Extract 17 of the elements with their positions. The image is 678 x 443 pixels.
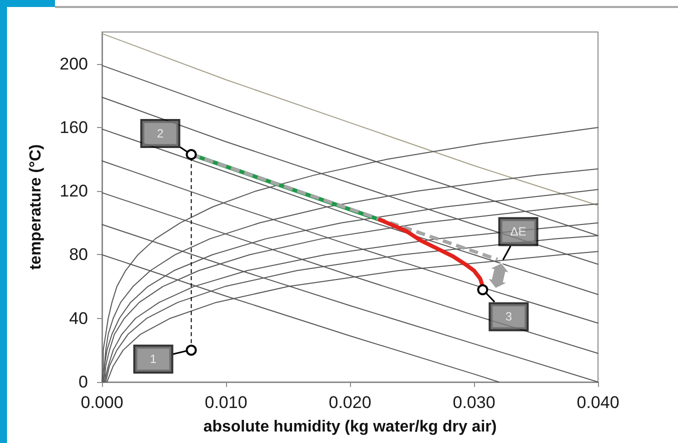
y-tick-label: 120 [60,182,88,201]
annotation: 2 [156,126,164,140]
y-axis-title: temperature (°C) [28,144,44,270]
annotation: 3 [505,310,512,324]
y-tick-label: 40 [69,308,88,328]
x-tick-label: 0.030 [452,393,496,412]
x-axis-title: absolute humidity (kg water/kg dry air) [203,418,497,436]
annotation: 1 [150,352,157,366]
x-tick-label: 0.000 [80,393,124,412]
y-tick-label: 200 [60,54,88,74]
y-tick-label: 0 [78,372,88,392]
y-tick-label: 80 [69,245,88,264]
annotation: ΔE [510,224,526,239]
x-tick-label: 0.010 [204,393,248,412]
y-tick-label: 160 [60,118,88,137]
x-tick-label: 0.020 [328,393,372,412]
x-tick-label: 0.040 [576,393,620,412]
